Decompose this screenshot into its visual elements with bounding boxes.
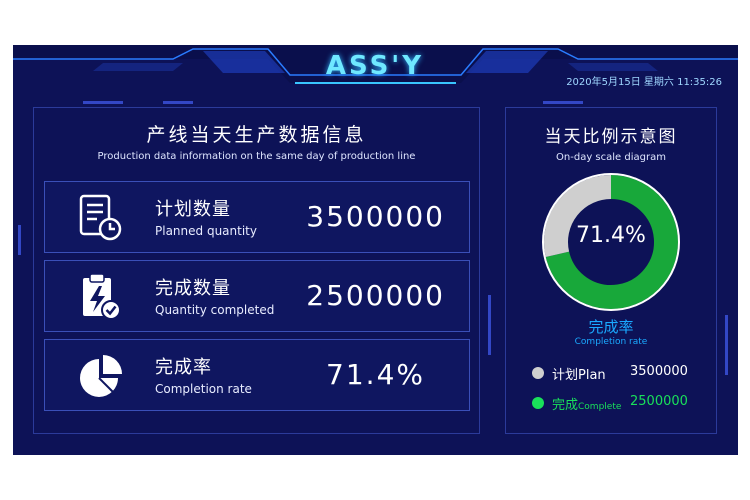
completed-quantity-card: 完成数量 Quantity completed 2500000 — [44, 260, 470, 332]
planned-quantity-value: 3500000 — [306, 200, 445, 233]
legend-value: 2500000 — [630, 394, 688, 409]
page-title: ASS'Y — [325, 51, 425, 81]
card-title: 完成率 — [155, 357, 212, 378]
card-title: 完成数量 — [155, 278, 231, 299]
donut-slice-1 — [544, 175, 612, 258]
dashboard-screen: ASS'Y 2020年5月15日 星期六 11:35:26 产线当天生产数据信息… — [13, 45, 738, 455]
panel-subtitle: Production data information on the same … — [97, 151, 416, 162]
legend-label: 完成 — [552, 398, 579, 413]
legend-dot — [532, 367, 544, 379]
card-subtitle: Completion rate — [155, 382, 252, 396]
legend-label: 计划Plan — [552, 368, 606, 383]
card-subtitle: Quantity completed — [155, 303, 275, 317]
legend-dot — [532, 397, 544, 409]
completion-donut-chart — [542, 173, 680, 311]
legend-value: 3500000 — [630, 364, 688, 379]
panel-title: 当天比例示意图 — [544, 127, 678, 147]
planned-quantity-card: 计划数量 Planned quantity 3500000 — [44, 181, 470, 253]
deco-bar — [725, 315, 728, 375]
panel-subtitle: On-day scale diagram — [556, 152, 666, 163]
donut-center-label: 71.4% — [576, 223, 646, 248]
deco-bar — [18, 225, 21, 255]
production-info-panel: 产线当天生产数据信息 Production data information o… — [33, 107, 480, 434]
donut-slice-0 — [545, 175, 678, 309]
scale-diagram-panel: 当天比例示意图 On-day scale diagram 71.4% 完成率 C… — [505, 107, 717, 434]
deco-bar — [488, 295, 491, 355]
header-decoration — [13, 45, 738, 84]
donut-outer-ring — [542, 173, 680, 311]
legend-label-small: Complete — [578, 402, 622, 412]
clipboard-bolt-icon — [83, 273, 121, 320]
completion-rate-value: 71.4% — [326, 358, 425, 391]
completed-quantity-value: 2500000 — [306, 279, 445, 312]
panel-title: 产线当天生产数据信息 — [146, 124, 367, 146]
document-clock-icon — [79, 194, 122, 241]
card-subtitle: Planned quantity — [155, 224, 257, 238]
pie-chart-icon — [80, 355, 122, 397]
rate-label: 完成率 — [588, 318, 634, 336]
deco-bar — [543, 101, 583, 104]
completion-rate-card: 完成率 Completion rate 71.4% — [44, 339, 470, 411]
datetime-display: 2020年5月15日 星期六 11:35:26 — [566, 77, 722, 88]
deco-bar — [163, 101, 193, 104]
deco-bar — [83, 101, 123, 104]
card-title: 计划数量 — [155, 199, 231, 220]
rate-label-en: Completion rate — [574, 337, 648, 347]
